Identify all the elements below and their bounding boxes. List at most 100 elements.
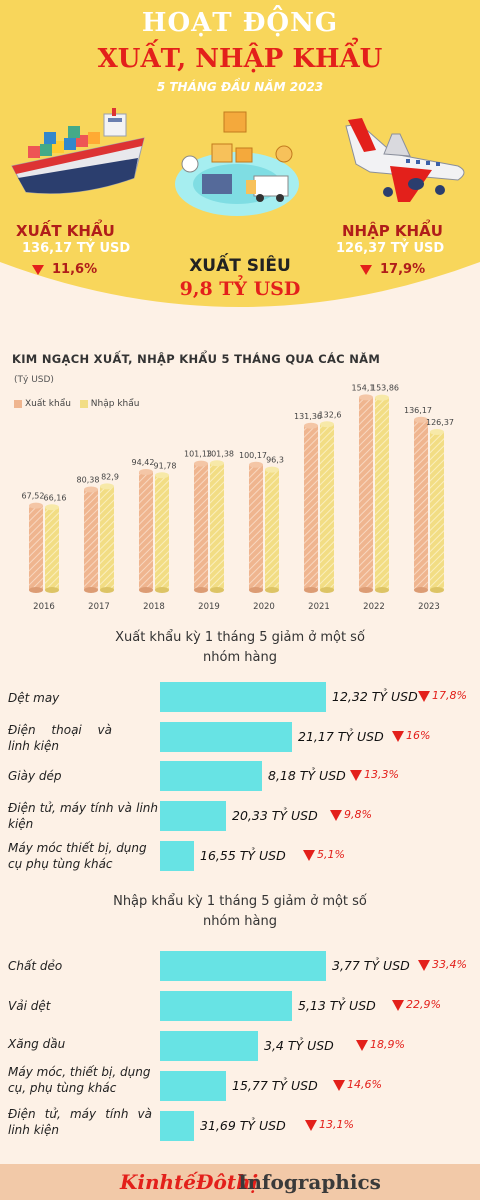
bar-import-2018 [155, 475, 169, 590]
bar-cap-export-2022 [359, 394, 373, 401]
bar-cap-import-2022 [375, 394, 389, 401]
down-arrow-icon [305, 1119, 317, 1131]
bar-base-import-2016 [45, 587, 59, 593]
data-label-export-2023: 136,17 [404, 406, 432, 415]
bar-base-export-2023 [414, 587, 428, 593]
surplus-kpi-label: XUẤT SIÊU [189, 256, 291, 276]
data-label-import-2022: 153,86 [371, 384, 399, 393]
export-category-value: 16,55 TỶ USD [200, 848, 286, 863]
bar-export-2022 [359, 397, 373, 590]
bar-base-export-2017 [84, 587, 98, 593]
bar-export-2023 [414, 419, 428, 590]
export-category-value: 20,33 TỶ USD [232, 808, 318, 823]
footer-label: Infographics [238, 1170, 381, 1194]
x-tick-label-2021: 2021 [308, 602, 330, 612]
surplus-kpi-value: 9,8 TỶ USD [179, 278, 301, 300]
bar-base-import-2021 [320, 587, 334, 593]
chart-legend: Xuất khẩu Nhập khẩu [14, 399, 139, 409]
export-category-value: 8,18 TỶ USD [268, 768, 346, 783]
bar-import-2017 [100, 486, 114, 590]
bar-base-export-2022 [359, 587, 373, 593]
bar-import-2022 [375, 397, 389, 590]
bar-cap-export-2018 [139, 468, 153, 475]
import-category-change: 18,9% [356, 1038, 405, 1051]
export-category-bar [160, 841, 194, 871]
export-kpi-label: XUẤT KHẨU [16, 222, 115, 240]
import-category-value: 3,77 TỶ USD [332, 958, 410, 973]
x-tick-label-2023: 2023 [418, 602, 440, 612]
bar-export-2017 [84, 489, 98, 590]
bar-export-2016 [29, 505, 43, 590]
export-section-title: Xuất khẩu kỳ 1 tháng 5 giảm ở một số nhó… [115, 630, 365, 665]
export-category-change: 16% [392, 729, 430, 742]
data-label-export-2021: 131,36 [294, 412, 322, 421]
export-category-label: Máy móc thiết bị, dụng cụ phụ tùng khác [8, 841, 147, 871]
import-category-change: 14,6% [333, 1078, 382, 1091]
export-category-label: Điện tử, máy tính và linh kiện [8, 801, 158, 831]
logistics-icon [175, 111, 299, 216]
bar-export-2021 [304, 425, 318, 590]
page-title-line1: HOẠT ĐỘNG [141, 8, 339, 38]
bar-cap-export-2019 [194, 460, 208, 467]
down-arrow-icon [350, 769, 362, 781]
bar-cap-export-2021 [304, 422, 318, 429]
import-category-value: 3,4 TỶ USD [264, 1038, 334, 1053]
bar-base-export-2016 [29, 587, 43, 593]
export-category-value: 12,32 TỶ USD [332, 689, 418, 704]
down-arrow-icon [418, 959, 430, 971]
bar-cap-import-2019 [210, 460, 224, 467]
import-section-title: Nhập khẩu kỳ 1 tháng 5 giảm ở một số nhó… [113, 894, 367, 929]
bar-base-export-2018 [139, 587, 153, 593]
bar-base-import-2023 [430, 587, 444, 593]
down-arrow-icon [392, 730, 404, 742]
export-category-change: 13,3% [350, 768, 399, 781]
export-category-bar [160, 682, 326, 712]
bar-cap-import-2020 [265, 466, 279, 473]
airplane-icon [345, 118, 465, 202]
bar-base-import-2022 [375, 587, 389, 593]
import-category-bar [160, 991, 292, 1021]
data-label-import-2023: 126,37 [426, 418, 454, 427]
export-category-bar [160, 801, 226, 831]
import-category-bar [160, 1031, 258, 1061]
x-tick-label-2020: 2020 [253, 602, 275, 612]
import-category-label: Chất dẻo [8, 959, 63, 973]
data-label-import-2018: 91,78 [154, 461, 177, 470]
export-category-change: 5,1% [303, 848, 345, 861]
import-category-bar [160, 1111, 194, 1141]
bar-base-export-2019 [194, 587, 208, 593]
brand-logo: KinhtếĐôthị [120, 1170, 259, 1194]
import-category-value: 15,77 TỶ USD [232, 1078, 318, 1093]
bar-base-import-2020 [265, 587, 279, 593]
import-category-label: Máy móc, thiết bị, dụng cụ, phụ tùng khá… [8, 1065, 151, 1095]
chart-title: KIM NGẠCH XUẤT, NHẬP KHẨU 5 THÁNG QUA CÁ… [12, 352, 381, 366]
x-tick-label-2016: 2016 [33, 602, 55, 612]
import-category-label: Điện tử, máy tính và linh kiện [8, 1107, 152, 1137]
page-title-line2: XUẤT, NHẬP KHẨU [97, 44, 383, 74]
bar-cap-import-2017 [100, 483, 114, 490]
data-label-import-2020: 96,3 [266, 456, 284, 465]
footer: KinhtếĐôthị Infographics [0, 1164, 480, 1200]
import-category-change: 13,1% [305, 1118, 354, 1131]
bar-import-2021 [320, 424, 334, 590]
down-arrow-icon [333, 1079, 345, 1091]
bar-base-import-2019 [210, 587, 224, 593]
data-label-export-2020: 100,17 [239, 451, 267, 460]
data-label-import-2019: 101,38 [206, 449, 234, 458]
data-label-export-2018: 94,42 [132, 458, 155, 467]
bar-base-import-2018 [155, 587, 169, 593]
x-tick-label-2019: 2019 [198, 602, 220, 612]
export-category-label: Điện thoại và linh kiện [8, 723, 112, 753]
data-label-import-2017: 82,9 [101, 472, 119, 481]
export-category-bar [160, 722, 292, 752]
yearly-bar-chart: 67,52 66,16 2016 80,38 82,9 2017 94,42 91,78 201… [22, 383, 454, 612]
bar-cap-export-2020 [249, 461, 263, 468]
import-category-change: 22,9% [392, 998, 441, 1011]
legend-swatch-import [79, 399, 88, 408]
bar-import-2020 [265, 469, 279, 590]
export-category-change: 9,8% [330, 808, 372, 821]
bar-import-2023 [430, 432, 444, 590]
bar-base-export-2021 [304, 587, 318, 593]
export-category-bar [160, 761, 262, 791]
bar-cap-import-2023 [430, 429, 444, 436]
